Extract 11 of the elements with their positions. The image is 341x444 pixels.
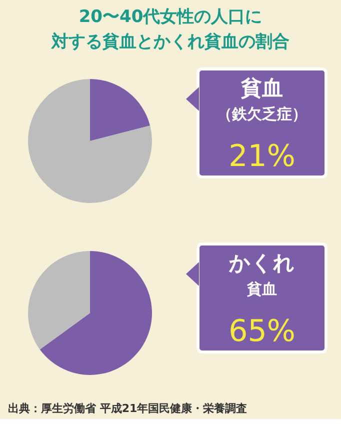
chart-subtitle: 対する貧血とかくれ貧血の割合	[50, 32, 290, 52]
chart-title: 20〜40代女性の人口に	[78, 7, 262, 27]
slice-label: かくれ貧血	[228, 251, 295, 298]
pie-slice	[90, 79, 150, 141]
pie-slice	[28, 251, 90, 350]
pie-slice	[28, 79, 152, 203]
legend-label: 貧血（鉄欠乏症）	[217, 76, 307, 123]
data-label: 65%	[228, 314, 296, 349]
source-note: 出典：厚生労働省 平成21年国民健康・栄養調査	[8, 402, 248, 415]
data-label: 21%	[228, 139, 296, 174]
pie-slice	[40, 251, 152, 375]
